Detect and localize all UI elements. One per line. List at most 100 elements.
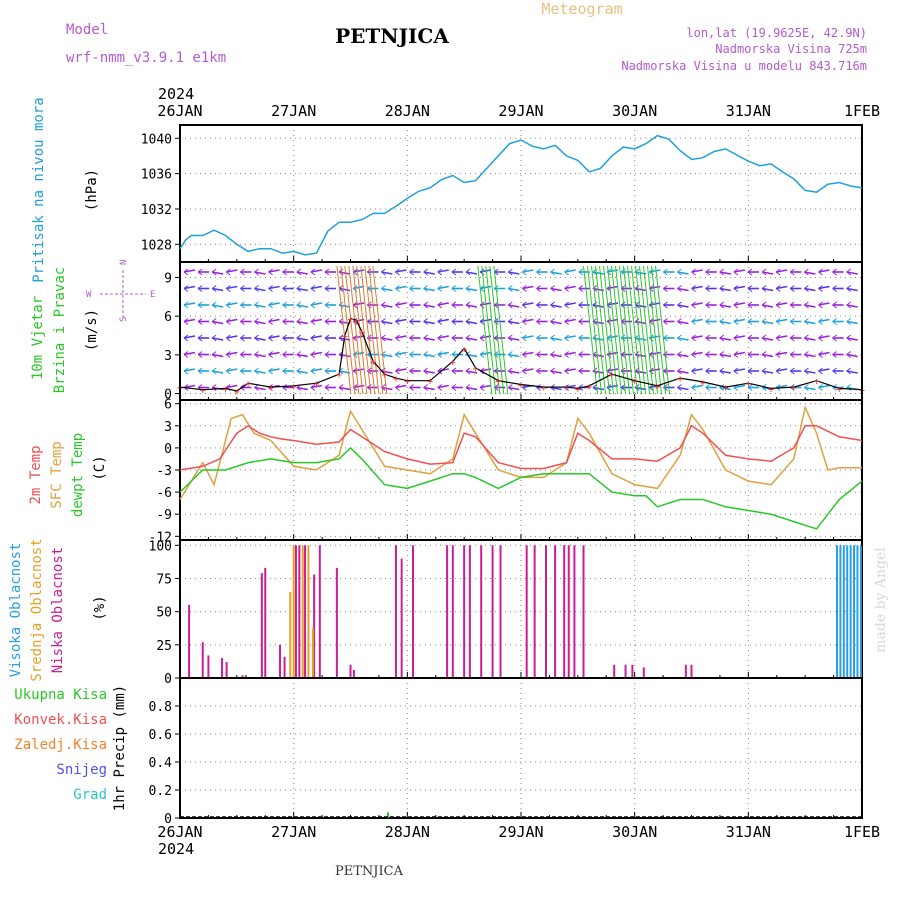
wind-arrowhead — [747, 268, 753, 276]
wind-arrow — [254, 320, 266, 325]
wind-arrowhead — [324, 334, 330, 342]
wind-arrow — [677, 271, 689, 275]
wind-arrow — [183, 351, 196, 356]
wind-arrow — [649, 285, 661, 290]
wind-arrowhead — [578, 268, 584, 276]
top-date-label: 28JAN — [385, 102, 430, 120]
wind-arrow — [677, 304, 689, 308]
wind-arrowhead — [310, 334, 316, 342]
wind-arrow — [226, 318, 238, 323]
wind-arrow — [353, 368, 365, 372]
wind-speed-marker: + — [353, 316, 359, 327]
wind-arrow — [818, 269, 830, 273]
wind-arrow — [437, 318, 449, 323]
wind-speed-marker: + — [575, 384, 581, 395]
wind-arrowhead — [564, 285, 569, 292]
cloud-bar — [283, 656, 286, 678]
wind-arrow — [733, 318, 746, 323]
wind-arrowhead — [747, 318, 753, 325]
cloud-bar — [856, 545, 859, 678]
wind-arrow — [691, 302, 703, 306]
cloud-bar — [554, 545, 557, 678]
wind-arrowhead — [508, 268, 513, 276]
bottom-date-axis: 26JAN 27JAN 28JAN 29JAN 30JAN 31JAN 1FEB — [157, 823, 880, 841]
wind-arrowhead — [465, 268, 471, 276]
wind-arrow — [212, 320, 224, 325]
wind-arrowhead — [522, 367, 527, 375]
y-tick-label: 0.2 — [149, 784, 172, 799]
wind-arrow — [550, 304, 562, 308]
wind-speed-marker: + — [450, 357, 456, 368]
wind-arrow — [649, 302, 661, 306]
wind-arrow — [254, 271, 266, 275]
wind-arrowhead — [691, 367, 696, 375]
wind-arrow — [423, 287, 435, 292]
cloud-bar — [207, 655, 210, 678]
wind-arrowhead — [282, 367, 287, 375]
wind-arrow — [761, 370, 774, 374]
altitude-label: Nadmorska Visina 725m — [715, 42, 867, 56]
wind-arrow — [606, 318, 619, 323]
wind-arrowhead — [578, 351, 584, 358]
cloud-bar — [352, 670, 355, 678]
wind-arrow — [846, 304, 858, 308]
wind-arrowhead — [846, 334, 851, 342]
wind-arrowhead — [395, 384, 400, 391]
wind-speed-marker: + — [342, 332, 348, 343]
wind-speed-marker: + — [723, 383, 729, 394]
wind-arrowhead — [268, 285, 273, 292]
wind-arrowhead — [719, 351, 725, 358]
wind-arrowhead — [790, 301, 795, 309]
wind-arrow — [437, 302, 449, 306]
wind-arrowhead — [183, 318, 189, 325]
wind-speed-marker: + — [222, 384, 228, 395]
wind-arrowhead — [719, 367, 725, 375]
wind-arrowhead — [381, 301, 386, 309]
wind-arrowhead — [846, 285, 851, 292]
wind-arrow — [761, 337, 774, 341]
wind-arrowhead — [761, 318, 767, 325]
cloud-bar — [642, 667, 645, 678]
wind-arrow — [818, 302, 830, 306]
wind-arrow — [592, 353, 605, 358]
wind-arrow — [268, 351, 280, 356]
wind-speed-marker: + — [268, 383, 274, 394]
wind-arrowhead — [508, 384, 513, 391]
wind-arrow — [508, 370, 520, 374]
model-label: Model — [66, 22, 108, 38]
wind-arrow — [338, 353, 351, 358]
top-date-label: 26JAN — [157, 102, 202, 120]
wind-arrow — [212, 337, 224, 341]
wind-arrow — [818, 335, 830, 339]
cloud-bar — [846, 545, 849, 678]
cloud-bar — [451, 545, 454, 678]
wind-arrow — [635, 287, 647, 292]
wind-arrowhead — [536, 285, 541, 292]
cloud-bar — [533, 545, 536, 678]
wind-burst-barb — [477, 265, 493, 395]
wind-arrow — [804, 304, 816, 308]
wind-arrowhead — [465, 334, 471, 342]
wind-burst-barb — [481, 265, 497, 395]
wind-arrowhead — [423, 285, 428, 292]
wind-arrow — [522, 269, 534, 273]
wind-arrow — [846, 353, 858, 358]
y-tick-label: 75 — [156, 572, 172, 587]
wind-arrow — [395, 368, 407, 372]
wind-arrowhead — [550, 351, 555, 358]
wind-arrow — [592, 271, 605, 275]
wind-arrowhead — [522, 268, 527, 276]
wind-arrowhead — [775, 285, 781, 292]
wind-arrow — [437, 335, 449, 339]
wind-arrowhead — [677, 285, 682, 292]
wind-arrowhead — [310, 268, 316, 276]
wind-arrowhead — [761, 301, 767, 309]
wind-arrow — [818, 368, 830, 372]
wind-speed-line — [179, 317, 863, 392]
wind-arrowhead — [451, 268, 457, 276]
bottom-date-label: 1FEB — [844, 823, 880, 841]
wind-arrowhead — [536, 351, 541, 358]
wind-arrowhead — [338, 384, 344, 391]
wind-arrowhead — [211, 301, 217, 309]
wind-burst-barb — [607, 265, 623, 395]
